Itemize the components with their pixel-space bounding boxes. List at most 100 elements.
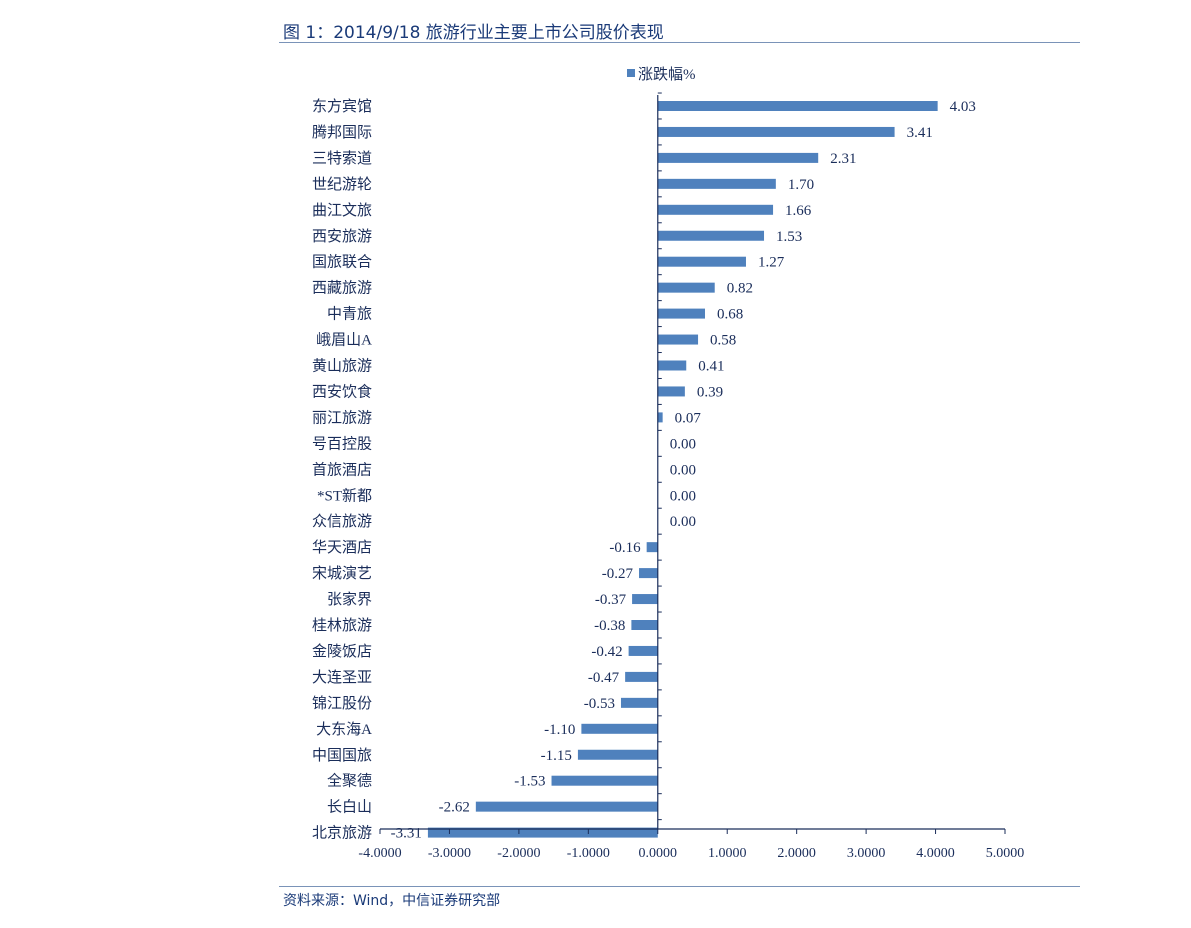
category-label: 桂林旅游 — [312, 617, 372, 634]
bar — [646, 542, 658, 553]
value-label: 0.82 — [727, 281, 753, 297]
category-label: 首旅酒店 — [312, 461, 372, 478]
value-label: -0.38 — [594, 618, 625, 634]
value-label: -0.37 — [595, 592, 627, 608]
bar — [657, 386, 685, 397]
value-label: -2.62 — [439, 800, 470, 816]
bar — [657, 204, 774, 215]
value-label: -0.53 — [584, 696, 615, 712]
x-tick-label: -2.0000 — [497, 846, 540, 861]
value-label: -1.15 — [541, 748, 572, 764]
x-tick-label: 0.0000 — [639, 846, 678, 861]
value-label: 3.41 — [907, 125, 933, 141]
category-label: 大东海A — [316, 721, 372, 738]
x-tick-label: -1.0000 — [567, 846, 610, 861]
bar — [657, 412, 663, 423]
category-label: 西安旅游 — [312, 228, 372, 245]
bar — [657, 101, 938, 111]
bar — [577, 749, 658, 760]
category-label: 黄山旅游 — [312, 358, 372, 375]
value-label: 0.00 — [670, 436, 696, 452]
chart-legend: 涨跌幅% — [627, 66, 696, 83]
category-label: 中青旅 — [327, 306, 372, 323]
bar — [657, 282, 715, 293]
value-label: 0.68 — [717, 307, 743, 323]
bar — [632, 594, 658, 605]
category-label: 三特索道 — [312, 150, 372, 167]
value-label: 0.00 — [670, 462, 696, 478]
value-label: -1.10 — [544, 722, 575, 738]
category-label: 北京旅游 — [312, 825, 372, 842]
category-label: 腾邦国际 — [312, 124, 372, 141]
category-label: 丽江旅游 — [312, 409, 372, 426]
bar — [657, 152, 819, 163]
category-label: 西安饮食 — [312, 383, 372, 400]
x-tick-label: 4.0000 — [916, 846, 955, 861]
value-label: 4.03 — [950, 99, 976, 115]
value-label: 0.07 — [675, 410, 702, 426]
category-label: 全聚德 — [327, 772, 372, 790]
value-label: 1.66 — [785, 203, 812, 219]
bar — [551, 775, 658, 786]
bar — [427, 827, 658, 838]
figure-title: 图 1：2014/9/18 旅游行业主要上市公司股价表现 — [283, 23, 664, 43]
bar — [639, 568, 658, 579]
bar — [625, 671, 658, 682]
category-label: 西藏旅游 — [312, 280, 372, 297]
category-label: 世纪游轮 — [312, 176, 372, 193]
bar — [620, 697, 658, 708]
value-label: 1.53 — [776, 229, 802, 245]
value-label: -0.16 — [609, 540, 641, 556]
source-note: 资料来源：Wind，中信证券研究部 — [283, 893, 501, 909]
bar — [657, 308, 705, 319]
x-tick-label: 5.0000 — [986, 846, 1025, 861]
bars-group — [427, 101, 938, 838]
category-label: 大连圣亚 — [312, 669, 372, 686]
category-label: 金陵饭店 — [312, 643, 372, 660]
bar — [657, 178, 776, 189]
x-tick-label: -4.0000 — [358, 846, 401, 861]
bar — [631, 620, 658, 630]
category-label: 峨眉山A — [316, 332, 372, 349]
bar — [657, 256, 746, 267]
x-tick-label: -3.0000 — [428, 846, 471, 861]
category-label: 国旅联合 — [312, 254, 372, 271]
x-tick-label: 2.0000 — [777, 846, 816, 861]
bar — [475, 801, 658, 812]
value-label: 1.27 — [758, 255, 785, 271]
axes-group — [379, 92, 1006, 834]
x-tick-label: 1.0000 — [708, 846, 747, 861]
legend-swatch — [627, 69, 635, 77]
category-label: 中国国旅 — [312, 747, 372, 764]
category-label: 长白山 — [327, 799, 372, 816]
value-label: 0.41 — [698, 359, 724, 375]
bar — [657, 126, 895, 137]
category-label: 锦江股份 — [312, 695, 372, 712]
legend-label: 涨跌幅% — [638, 66, 696, 83]
category-label: 曲江文旅 — [312, 202, 372, 219]
bar — [628, 645, 658, 656]
value-label: -0.47 — [588, 670, 620, 686]
category-label: 众信旅游 — [312, 513, 372, 530]
value-label: -0.27 — [602, 566, 634, 582]
bar — [657, 360, 687, 371]
bar — [657, 230, 765, 241]
category-label: 宋城演艺 — [312, 565, 372, 582]
value-label: -0.42 — [591, 644, 622, 660]
value-label: 0.58 — [710, 333, 736, 349]
category-label: 号百控股 — [312, 435, 372, 452]
category-label: 华天酒店 — [312, 539, 372, 556]
value-label: 2.31 — [830, 151, 856, 167]
x-tick-label: 3.0000 — [847, 846, 886, 861]
value-label: -3.31 — [391, 826, 422, 842]
source-rule — [279, 886, 1080, 887]
labels-group: 东方宾馆 4.03 腾邦国际 3.41 三特索道 2.31 世纪游轮 1.70 曲江文旅 1.66… — [312, 98, 1024, 861]
bar — [657, 334, 699, 345]
bar — [581, 723, 658, 734]
title-rule — [279, 42, 1080, 43]
value-label: -1.53 — [514, 774, 545, 790]
value-label: 0.00 — [670, 488, 696, 504]
value-label: 0.39 — [697, 384, 723, 400]
category-label: 张家界 — [327, 591, 372, 608]
